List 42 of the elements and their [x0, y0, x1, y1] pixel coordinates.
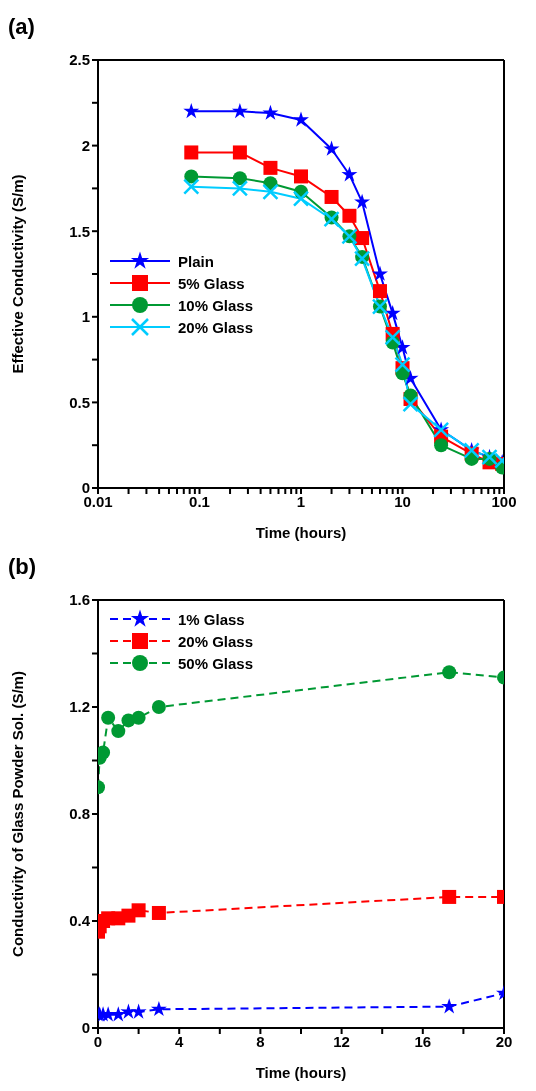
legend-label: 20% Glass — [178, 318, 254, 336]
y-tick-label: 0.5 — [69, 393, 90, 411]
x-tick-label: 16 — [414, 1032, 432, 1050]
legend-label: Plain — [178, 252, 214, 270]
y-tick-label: 1 — [81, 308, 90, 326]
x-tick-label: 100 — [491, 492, 517, 510]
y-tick-label: 0 — [81, 1019, 90, 1037]
x-tick-label: 8 — [256, 1032, 265, 1050]
x-tick-label: 0.1 — [189, 492, 210, 510]
y-axis-title: Effective Conductivity (S/m) — [9, 174, 27, 374]
point — [98, 745, 111, 760]
point — [111, 724, 126, 739]
legend-label: 20% Glass — [178, 632, 254, 650]
y-tick-label: 0.4 — [69, 912, 91, 930]
x-tick-label: 20 — [495, 1032, 513, 1050]
point — [151, 905, 166, 920]
legend-label: 50% Glass — [178, 654, 254, 672]
point — [131, 903, 146, 918]
x-tick-label: 12 — [333, 1032, 350, 1050]
x-tick-label: 10 — [394, 492, 411, 510]
y-tick-label: 2 — [81, 136, 90, 154]
x-axis-title: Time (hours) — [255, 1064, 347, 1081]
x-tick-label: 1 — [296, 492, 306, 510]
point — [131, 710, 146, 725]
y-tick-label: 2.5 — [69, 51, 90, 69]
legend-label: 5% Glass — [178, 274, 245, 292]
point — [101, 710, 116, 725]
point — [150, 1000, 167, 1017]
x-tick-label: 4 — [175, 1032, 185, 1050]
y-tick-label: 0.8 — [69, 805, 90, 823]
chart-title: (a) — [8, 14, 35, 40]
y-axis-title: Conductivity of Glass Powder Sol. (S/m) — [9, 671, 27, 957]
chart-title: (b) — [8, 554, 37, 580]
y-tick-label: 1.2 — [69, 698, 90, 716]
point — [151, 700, 166, 714]
x-axis-title: Time (hours) — [255, 524, 347, 541]
point — [130, 1003, 147, 1019]
x-tick-label: 0 — [93, 1032, 103, 1050]
legend-label: 10% Glass — [178, 296, 254, 314]
y-tick-label: 1.5 — [69, 222, 90, 240]
y-tick-label: 1.6 — [69, 591, 90, 609]
legend-label: 1% Glass — [178, 610, 245, 628]
